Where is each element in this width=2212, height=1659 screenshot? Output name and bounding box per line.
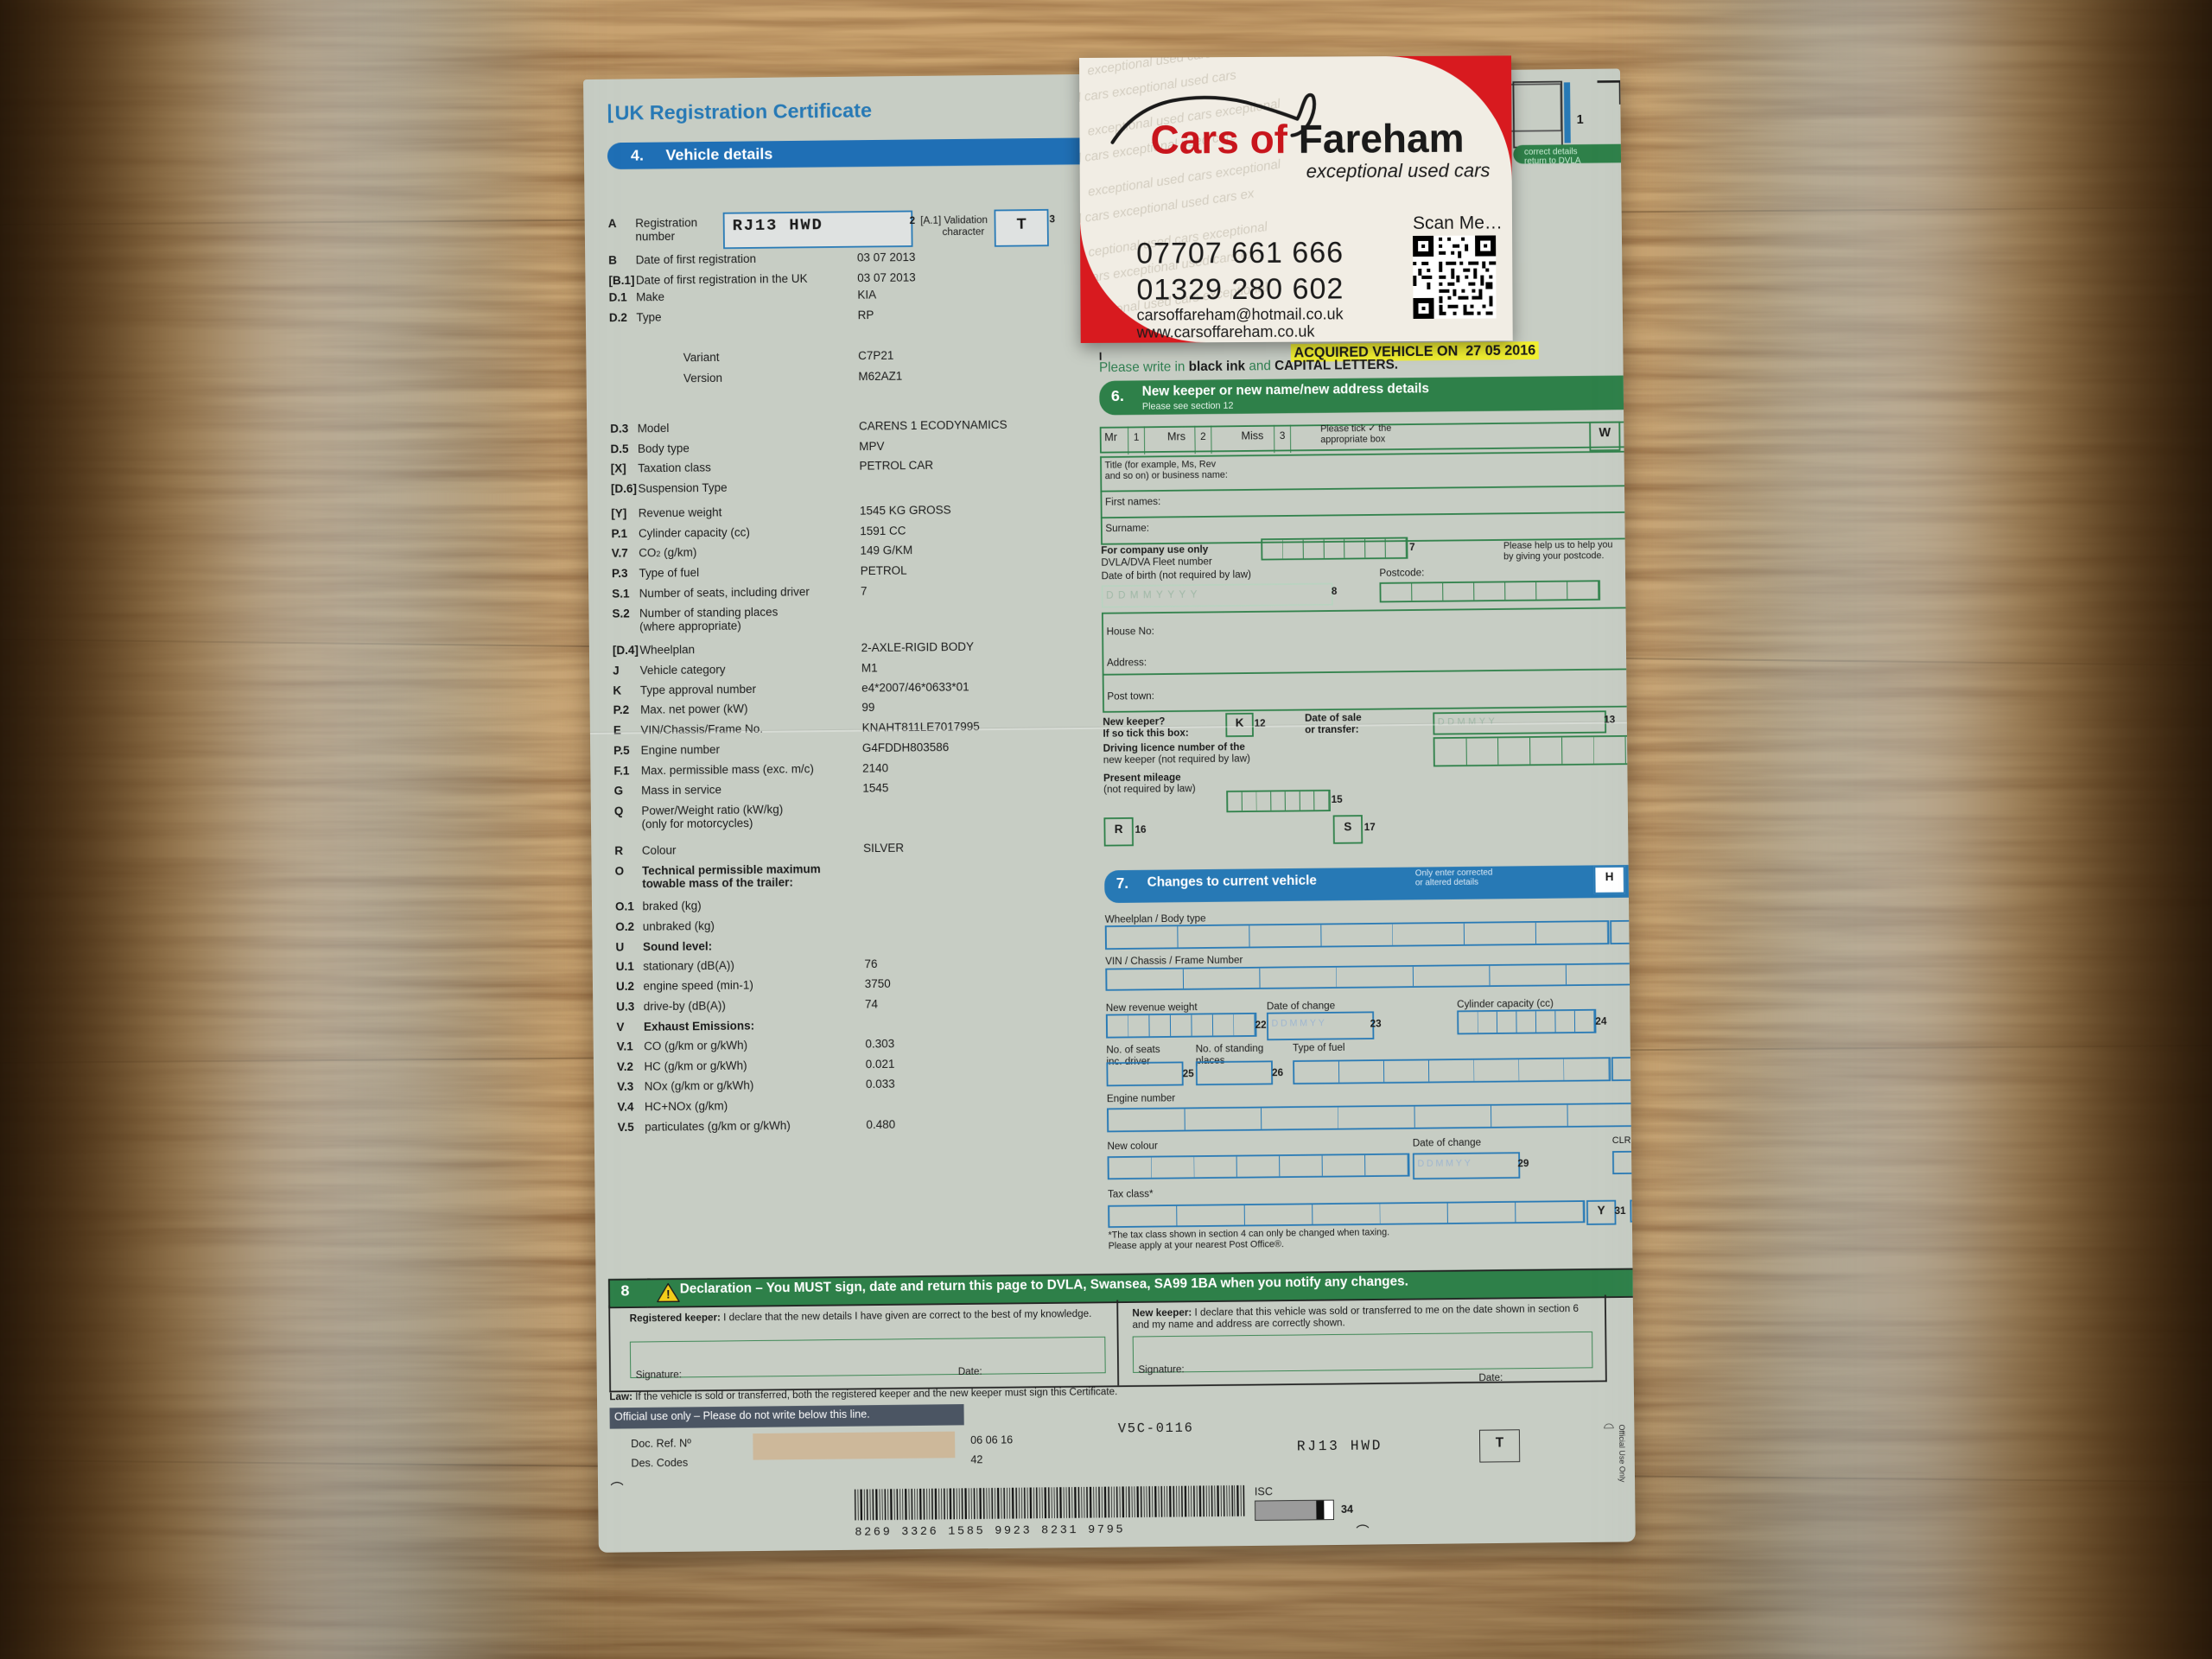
svg-text:!: ! bbox=[666, 1288, 671, 1301]
